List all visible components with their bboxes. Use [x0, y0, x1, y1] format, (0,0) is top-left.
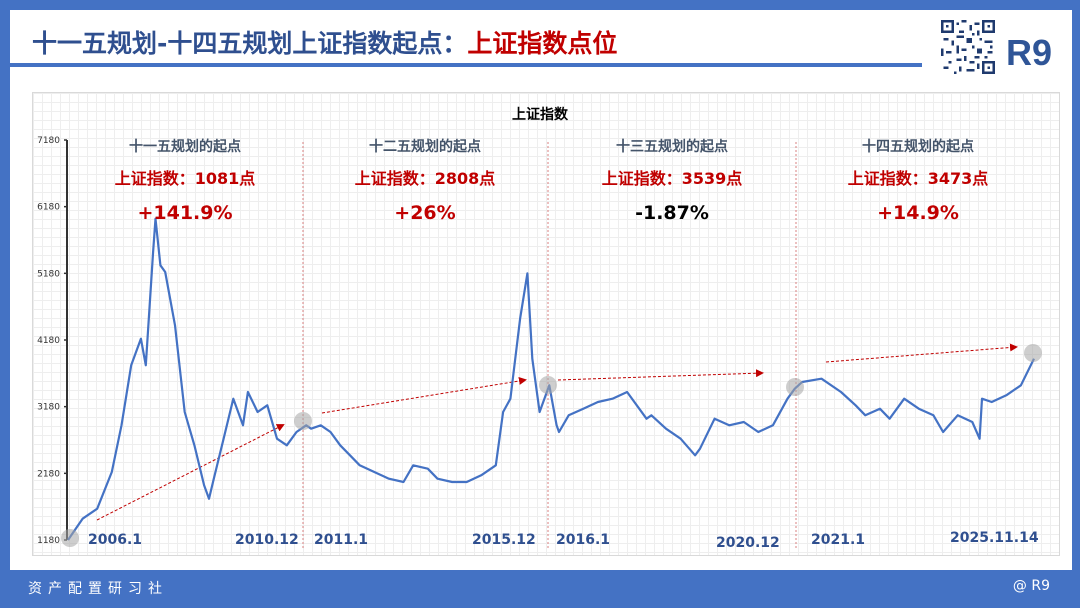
start-point-marker — [1024, 344, 1042, 362]
period-change: +26% — [394, 202, 455, 224]
y-tick-label: 7180 — [37, 136, 60, 146]
period-change: -1.87% — [635, 202, 709, 224]
period-name: 十二五规划的起点 — [369, 138, 481, 155]
start-point-marker — [539, 376, 557, 394]
x-axis-label: 2011.1 — [314, 532, 368, 548]
period-name: 十一五规划的起点 — [129, 138, 241, 155]
slide: 十一五规划-十四五规划上证指数起点：上证指数点位 R9 — [10, 10, 1072, 570]
y-axis: 1180 2180 3180 4180 5180 6180 7180 — [37, 136, 68, 546]
index-line — [67, 217, 1035, 541]
y-tick-label: 6180 — [37, 203, 60, 213]
start-point-markers — [61, 344, 1042, 547]
start-point-marker — [786, 378, 804, 396]
period-change: +14.9% — [877, 202, 959, 224]
period-name: 十四五规划的起点 — [862, 138, 974, 155]
period-change: +141.9% — [137, 202, 232, 224]
x-axis-label: 2010.12 — [235, 532, 299, 548]
x-axis-labels: 2006.1 2010.12 2011.1 2015.12 2016.1 2020.12 2… — [88, 530, 1039, 551]
x-axis-label: 2020.12 — [716, 535, 780, 551]
chart-title: 上证指数 — [512, 106, 569, 123]
trend-arrow — [557, 369, 764, 381]
period-dividers — [302, 142, 797, 548]
brand-logo: R9 — [1006, 32, 1053, 73]
x-axis-label: 2021.1 — [811, 532, 865, 548]
trend-arrow — [825, 343, 1018, 363]
x-axis-label: 2025.11.14 — [950, 530, 1039, 546]
title-main: 十一五规划-十四五规划上证指数起点： — [32, 29, 468, 58]
start-point-marker — [61, 529, 79, 547]
page-title: 十一五规划-十四五规划上证指数起点：上证指数点位 — [32, 24, 617, 60]
y-tick-label: 3180 — [37, 403, 60, 413]
chart-area — [32, 92, 1060, 556]
y-tick-label: 4180 — [37, 336, 60, 346]
y-tick-label: 1180 — [37, 536, 60, 546]
period-name: 十三五规划的起点 — [616, 138, 728, 155]
title-underline — [10, 63, 922, 67]
footer-handle: @ R9 — [1012, 578, 1050, 594]
period-start-value: 上证指数：2808点 — [355, 169, 496, 188]
trend-arrows — [96, 343, 1018, 521]
period-start-value: 上证指数：1081点 — [115, 169, 256, 188]
y-tick-label: 2180 — [37, 469, 60, 479]
x-axis-label: 2015.12 — [472, 532, 536, 548]
period-start-value: 上证指数：3473点 — [848, 169, 989, 188]
x-axis-label: 2006.1 — [88, 532, 142, 548]
qr-code-icon — [941, 20, 995, 74]
start-point-marker — [294, 412, 312, 430]
trend-arrow — [96, 424, 285, 521]
trend-arrow — [321, 377, 527, 414]
period-start-value: 上证指数：3539点 — [602, 169, 743, 188]
y-tick-label: 5180 — [37, 269, 60, 279]
title-accent: 上证指数点位 — [467, 29, 618, 58]
footer-brand: 资产配置研习社 — [28, 581, 168, 597]
x-axis-label: 2016.1 — [556, 532, 610, 548]
